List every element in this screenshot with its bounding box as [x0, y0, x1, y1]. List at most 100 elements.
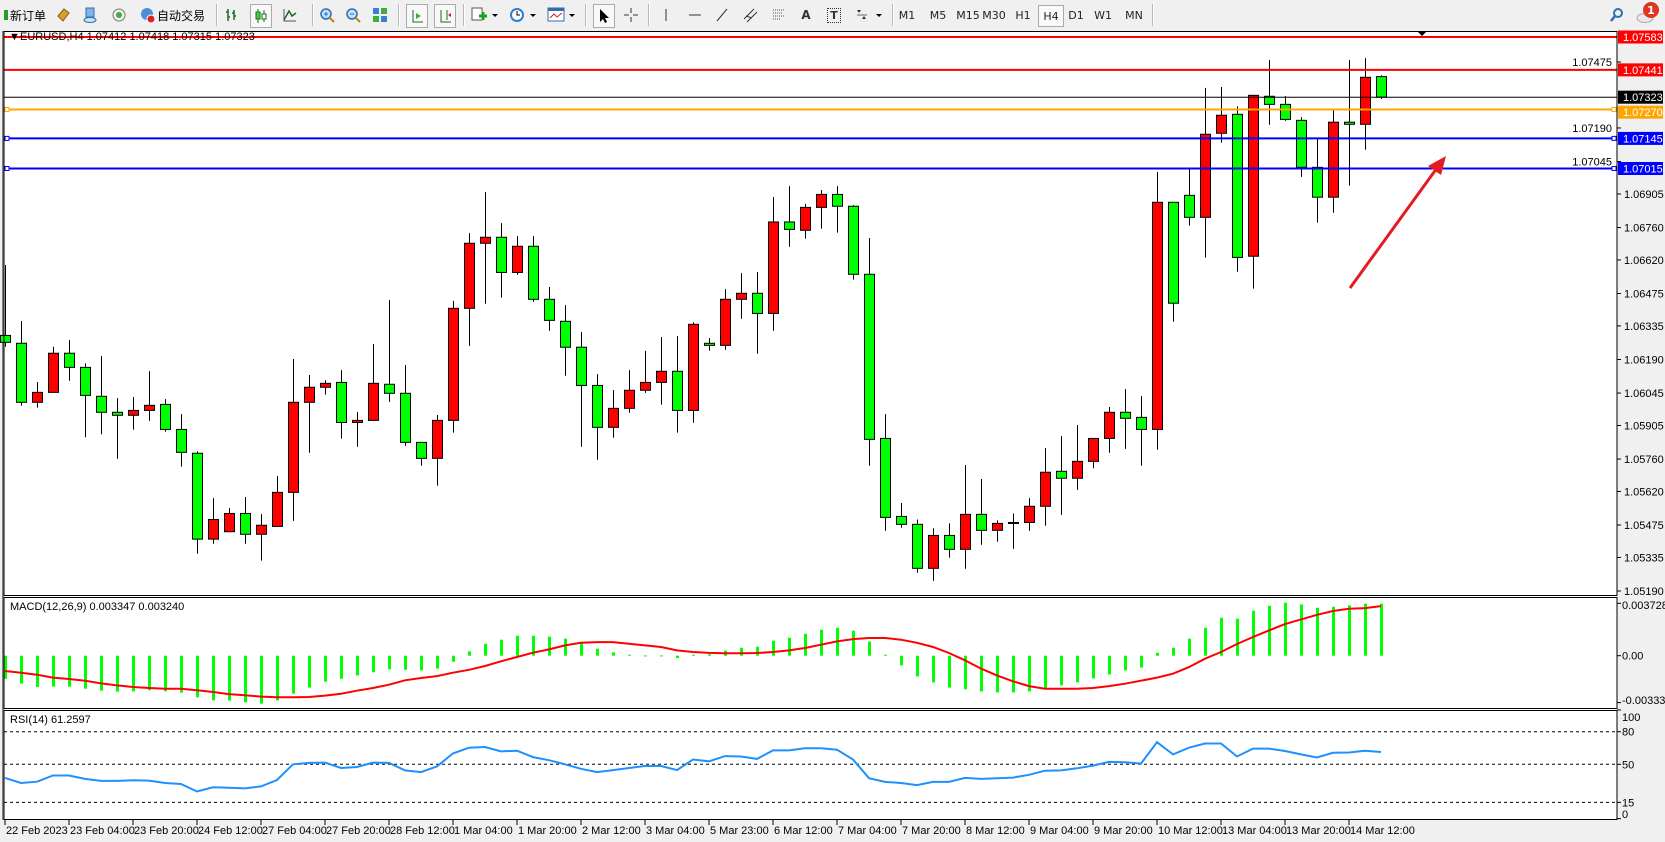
toolbar-separator: [585, 4, 587, 26]
macd-histogram-bar: [932, 655, 935, 683]
time-axis[interactable]: 22 Feb 2023 23 Feb 04:00 23 Feb 20:00 24 Fe…: [4, 820, 1415, 837]
rsi-pane[interactable]: [4, 731, 1617, 803]
chart-shift-button[interactable]: [434, 4, 456, 28]
crosshair-button[interactable]: [622, 4, 640, 26]
candle: [176, 414, 187, 467]
candle-body: [992, 522, 1003, 531]
tile-windows-button[interactable]: [371, 4, 389, 26]
horizontal-line-button[interactable]: [686, 4, 704, 26]
chart-shift-marker-icon[interactable]: [1417, 31, 1427, 36]
candle: [128, 396, 139, 430]
search-icon: [1610, 8, 1623, 22]
chart-window[interactable]: 1.07475 1.07190 1.07045 1.06905 1.06760 1.066…: [0, 30, 1665, 842]
level-price-label: 1.07441: [1623, 65, 1663, 77]
timeframe-d1[interactable]: D1: [1068, 8, 1084, 22]
level-handle[interactable]: [4, 165, 10, 171]
annotation-arrow: [1348, 156, 1446, 289]
equidistant-channel-icon: [743, 8, 758, 23]
trendline-button[interactable]: [713, 4, 731, 26]
navigator-button[interactable]: [81, 4, 99, 26]
candle: [576, 331, 587, 447]
timeframe-w1[interactable]: W1: [1094, 8, 1112, 22]
level-price-tag: [1618, 131, 1663, 145]
new-order-button[interactable]: 新订单: [2, 4, 48, 26]
equidistant-channel-button[interactable]: [742, 4, 760, 26]
text-tool-button[interactable]: A: [797, 4, 815, 26]
price-axis[interactable]: 1.07475 1.07190 1.07045 1.06905 1.06760 1.066…: [1572, 30, 1665, 821]
timeframe-h1[interactable]: H1: [1015, 8, 1031, 22]
macd-histogram-bar: [500, 639, 503, 656]
level-price-label: 1.07323: [1623, 92, 1663, 104]
macd-histogram-bar: [980, 655, 983, 692]
timeframe-h4[interactable]: H4: [1038, 5, 1064, 27]
candle-body: [1296, 119, 1307, 168]
fibonacci-button[interactable]: [770, 4, 788, 26]
level-handle[interactable]: [1611, 106, 1617, 112]
candle-body: [672, 370, 683, 411]
level-handle[interactable]: [4, 106, 10, 112]
candle-body: [784, 221, 795, 230]
indicators-button[interactable]: [469, 4, 501, 26]
auto-trading-label: 自动交易: [156, 8, 205, 23]
macd-histogram-bar: [388, 655, 391, 670]
price-pane[interactable]: [0, 35, 1618, 581]
line-chart-button[interactable]: [281, 4, 299, 26]
timeframe-m5[interactable]: M5: [929, 8, 947, 22]
candle: [112, 398, 123, 459]
candle-body: [1184, 194, 1195, 218]
level-price-label: 1.07270: [1623, 107, 1663, 119]
market-watch-button[interactable]: [54, 4, 72, 26]
macd-histogram-bar: [996, 655, 999, 693]
time-tick-label: 1 Mar 04:00: [454, 825, 513, 837]
zoom-in-button[interactable]: [318, 4, 336, 26]
macd-histogram-bar: [580, 642, 583, 656]
candle: [656, 337, 667, 405]
bar-chart-button[interactable]: [222, 4, 240, 26]
signals-button[interactable]: [110, 4, 128, 26]
vertical-line-button[interactable]: [657, 4, 675, 26]
toolbar-separator: [892, 4, 894, 26]
macd-histogram-bar: [52, 655, 55, 687]
macd-histogram-bar: [324, 655, 327, 682]
text-label-button[interactable]: T: [825, 4, 843, 26]
periods-button[interactable]: [507, 4, 539, 26]
candlestick-button[interactable]: [250, 4, 272, 28]
macd-histogram-bar: [548, 636, 551, 656]
level-handle[interactable]: [4, 135, 10, 141]
timeframe-m15[interactable]: M15: [956, 8, 980, 22]
price-tick-label: 1.06620: [1624, 255, 1664, 267]
candle: [976, 478, 987, 545]
zoom-out-icon: [346, 8, 361, 23]
candle: [256, 514, 267, 561]
price-pane-frame: [3, 31, 1618, 596]
arrows-button[interactable]: [853, 4, 885, 26]
time-tick-label: 14 Mar 12:00: [1350, 825, 1415, 837]
macd-pane[interactable]: [4, 602, 1383, 704]
time-tick-label: 1 Mar 20:00: [518, 825, 577, 837]
zoom-out-button[interactable]: [344, 4, 362, 26]
toolbar-separator: [463, 4, 465, 26]
candle-body: [720, 298, 731, 346]
timeframe-mn[interactable]: MN: [1125, 8, 1143, 22]
level-handle[interactable]: [1611, 165, 1617, 171]
templates-button[interactable]: [546, 4, 578, 26]
candle: [880, 414, 891, 531]
candle-body: [1216, 114, 1227, 134]
time-tick-label: 23 Feb 04:00: [70, 825, 135, 837]
auto-trading-button[interactable]: 自动交易: [136, 4, 208, 26]
cursor-button[interactable]: [593, 4, 615, 28]
macd-histogram-bar: [852, 630, 855, 656]
chart-menu-triangle-icon[interactable]: ▼: [9, 31, 20, 43]
macd-histogram-bar: [196, 655, 199, 698]
time-tick-label: 13 Mar 20:00: [1286, 825, 1351, 837]
search-button[interactable]: [1608, 4, 1626, 26]
price-tick-label: 1.05760: [1624, 454, 1664, 466]
macd-histogram-bar: [1076, 655, 1079, 683]
timeframe-m1[interactable]: M1: [898, 8, 916, 22]
timeframe-m30[interactable]: M30: [982, 8, 1006, 22]
level-handle[interactable]: [1611, 135, 1617, 141]
autoscroll-button[interactable]: [406, 4, 428, 28]
candle-body: [288, 401, 299, 493]
candle: [304, 375, 315, 453]
candle-body: [800, 206, 811, 231]
